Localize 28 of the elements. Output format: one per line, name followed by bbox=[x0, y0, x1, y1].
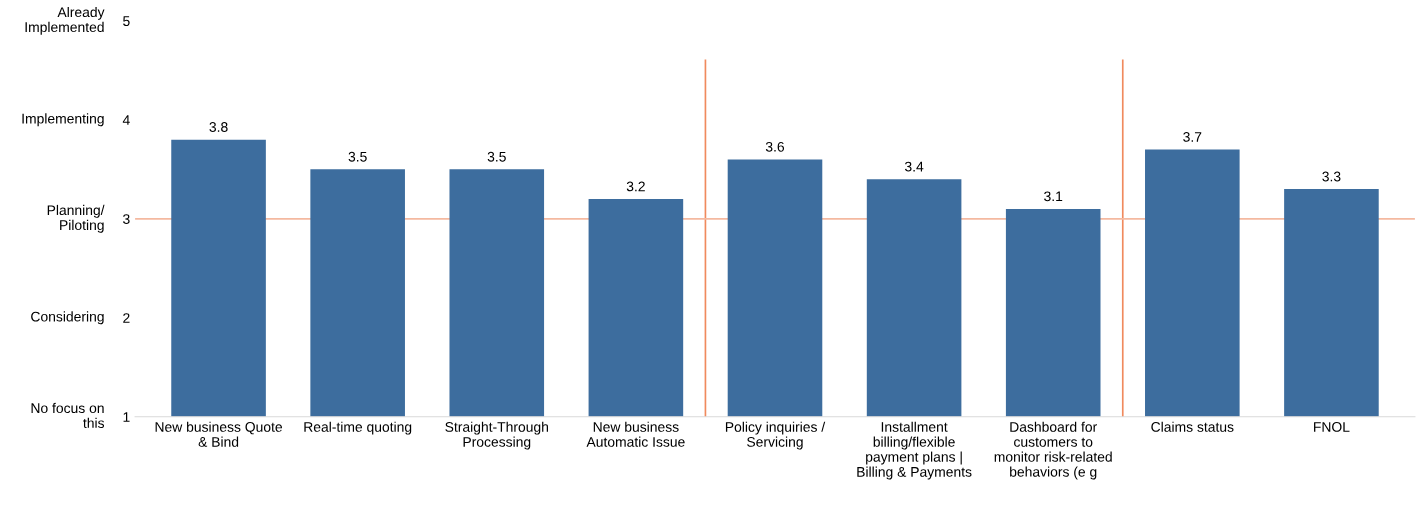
text: Considering bbox=[31, 311, 104, 325]
y-tick-label: 5 bbox=[123, 16, 130, 27]
data-label: 3.5 bbox=[348, 151, 367, 162]
x-tick-label: Real-time quoting bbox=[304, 421, 412, 435]
data-label: 3.4 bbox=[904, 161, 924, 172]
y-tick-label: 3 bbox=[123, 214, 130, 224]
text: Implementing bbox=[22, 113, 104, 127]
data-label: 3.5 bbox=[487, 151, 506, 162]
x-tick-label: Installment billing/flexible payment plans | Billing & Payments bbox=[857, 421, 972, 480]
y-tick-label: 1 bbox=[123, 412, 130, 422]
x-tick-label: FNOL bbox=[1314, 422, 1350, 432]
data-label: 3.2 bbox=[626, 181, 645, 192]
data-label: 3.3 bbox=[1322, 171, 1341, 182]
x-tick-label: Straight-Through Processing bbox=[445, 421, 548, 450]
data-label: 3.6 bbox=[765, 141, 785, 152]
text: Already Implemented bbox=[25, 6, 105, 35]
x-tick-label: New business Quote & Bind bbox=[155, 421, 283, 447]
data-label: 3.1 bbox=[1044, 191, 1063, 202]
data-label: 3.8 bbox=[209, 122, 228, 132]
y-tick-label: 2 bbox=[123, 313, 130, 323]
x-tick-label: Dashboard for customers to monitor risk-related behaviors (e g bbox=[994, 421, 1112, 480]
data-label: 3.7 bbox=[1183, 132, 1202, 142]
y-tick-label: 4 bbox=[122, 115, 130, 125]
x-tick-label: Claims status bbox=[1151, 421, 1234, 432]
x-tick-label: New business Automatic Issue bbox=[586, 421, 685, 447]
text: No focus on this bbox=[31, 402, 105, 429]
text: Planning/ Piloting bbox=[47, 204, 105, 233]
x-tick-label: Policy inquiries / Servicing bbox=[725, 421, 826, 450]
